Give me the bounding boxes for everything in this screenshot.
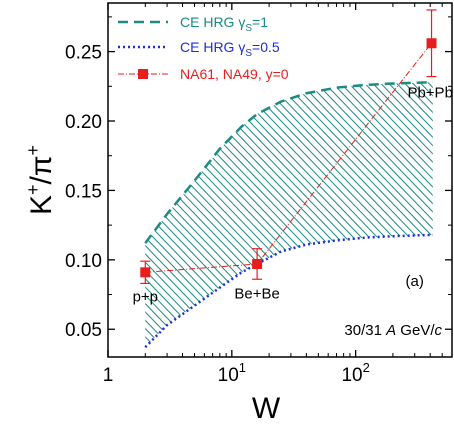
hatch-line xyxy=(155,82,433,348)
hatch-line xyxy=(0,0,8,377)
hatch-line xyxy=(145,82,321,348)
hatch-line xyxy=(145,82,433,348)
y-tick-label: 0.25 xyxy=(65,43,102,64)
plot-frame xyxy=(107,2,453,358)
hatch-line xyxy=(219,82,433,348)
axis-ticks xyxy=(107,3,453,357)
hatch-line xyxy=(291,82,433,348)
hatch-line xyxy=(145,82,241,348)
hatch-line xyxy=(0,0,24,377)
hatch-line xyxy=(163,82,433,348)
x-tick-label: 1 xyxy=(103,365,114,386)
svg-text:K+/π+: K+/π+ xyxy=(23,145,58,215)
x-tick-label-base: 10 xyxy=(341,365,362,386)
hatch-line xyxy=(171,82,433,348)
x-tick-label: 101 xyxy=(218,360,246,386)
y-axis-title-base: K xyxy=(25,195,58,215)
hatch-line xyxy=(179,82,433,348)
hatch-line xyxy=(331,82,433,348)
hatch-line xyxy=(363,82,433,348)
hatch-line xyxy=(0,0,16,377)
hatch-line xyxy=(347,82,433,348)
hatch-line xyxy=(145,82,233,348)
legend-entry-ce-hrg-1: CE HRG γS=1 xyxy=(180,14,268,34)
hatch-line xyxy=(339,82,433,348)
hatch-line xyxy=(145,82,313,348)
y-axis-title-sup2: + xyxy=(23,145,43,156)
data-point xyxy=(140,267,151,278)
hatch-line xyxy=(145,82,369,348)
y-axis-title: K+/π+ xyxy=(23,145,58,215)
y-tick-label: 0.20 xyxy=(65,112,102,133)
energy-label: 30/31 A GeV/c xyxy=(344,322,442,339)
hatch-line xyxy=(395,82,433,348)
annotation-panel-a: (a) xyxy=(406,273,424,290)
annotation-pp: p+p xyxy=(133,289,158,306)
hatch-line xyxy=(145,82,337,348)
y-axis-title-sup: + xyxy=(23,185,43,196)
hatch-line xyxy=(145,82,329,348)
y-tick-label: 0.05 xyxy=(65,320,102,341)
hatch-line xyxy=(145,82,345,348)
hatch-line xyxy=(145,82,433,348)
hatch-line xyxy=(235,82,433,348)
data-markers xyxy=(140,9,437,285)
hatch-line xyxy=(145,82,433,348)
hatch-line xyxy=(275,82,433,348)
x-axis-title: W xyxy=(252,392,281,425)
hatch-line xyxy=(145,82,217,348)
hatch-line xyxy=(323,82,433,348)
hatch-line xyxy=(0,0,120,377)
hatch-line xyxy=(187,82,433,348)
legend-marker-square xyxy=(138,69,148,79)
hatch-line xyxy=(0,0,128,377)
hatch-line xyxy=(283,82,433,348)
x-tick-label-exp: 2 xyxy=(363,360,370,375)
legend-entry-na61-na49: NA61, NA49, y=0 xyxy=(180,66,289,82)
hatch-line xyxy=(419,82,433,348)
hatch-line xyxy=(211,82,433,348)
x-tick-label-exp: 1 xyxy=(239,360,246,375)
y-tick-label: 0.15 xyxy=(65,181,102,202)
hatch-line xyxy=(195,82,433,348)
legend: CE HRG γS=1 CE HRG γS=0.5 NA61, NA49, y=… xyxy=(118,14,289,82)
hatch-line xyxy=(145,82,433,348)
hatch-line xyxy=(259,82,433,348)
hatch-line xyxy=(403,82,433,348)
legend-entry-ce-hrg-05: CE HRG γS=0.5 xyxy=(180,39,280,59)
y-tick-label: 0.10 xyxy=(65,251,102,272)
hatch-line xyxy=(145,82,225,348)
y-axis-title-slash: / xyxy=(25,176,58,185)
hatch-line xyxy=(299,82,433,348)
hatch-line xyxy=(315,82,433,348)
annotation-bebe: Be+Be xyxy=(234,286,279,303)
x-tick-label: 102 xyxy=(341,360,369,386)
hatch-line xyxy=(203,82,433,348)
data-point xyxy=(426,38,437,49)
series-line-0 xyxy=(144,80,433,244)
data-point xyxy=(252,258,263,269)
hatch-line xyxy=(145,82,433,348)
hatch-line xyxy=(379,82,433,348)
hatch-line xyxy=(145,82,433,348)
hatch-line xyxy=(145,82,353,348)
hatch-line xyxy=(227,82,433,348)
hatch-line xyxy=(145,82,433,348)
hatch-line xyxy=(243,82,433,348)
y-axis-title-pi: π xyxy=(25,155,58,176)
annotation-pbpb: Pb+Pb xyxy=(407,84,452,101)
hatch-line xyxy=(145,82,249,348)
hatch-line xyxy=(147,82,433,348)
x-tick-label-base: 10 xyxy=(218,365,239,386)
hatch-line xyxy=(371,82,433,348)
